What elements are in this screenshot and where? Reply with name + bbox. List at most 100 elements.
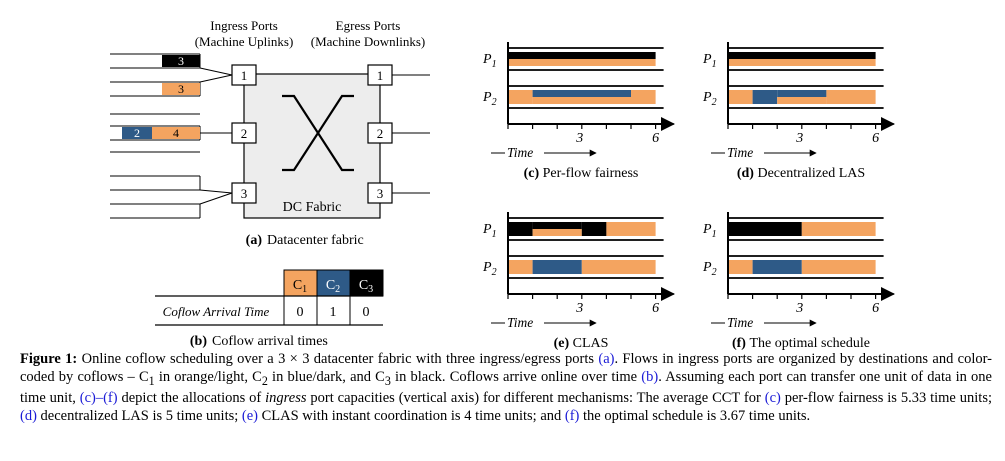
schedule-bar-c2-flow (752, 260, 802, 274)
schedule-bar-c2-flow (532, 260, 582, 274)
arrival-time-c1: 0 (297, 305, 304, 320)
x-tick-label-6: 6 (652, 131, 659, 146)
schedule-bar-c1-flow (777, 97, 827, 104)
port-label-p2: P2 (482, 90, 497, 108)
schedule-bar-c1-flow (508, 260, 533, 274)
panel-b-arrival-table: C1 C2 C3 Coflow Arrival Time 0 1 0 (b) C… (155, 269, 384, 349)
ref-f-link[interactable]: (f) (564, 407, 580, 424)
schedule-bar-c2-flow (532, 90, 631, 97)
ref-a-link[interactable]: (a) (598, 351, 615, 367)
ingress-port-1-queues: 3 3 (110, 53, 233, 97)
ref-e-link[interactable]: (e) (241, 407, 258, 424)
schedule-bar-c3-flow (532, 222, 582, 229)
queue-block-c1 (162, 83, 200, 95)
ingress-port-1: 1 (231, 64, 257, 86)
ref-d-link[interactable]: (d) (20, 407, 37, 424)
x-tick-label-3: 3 (575, 301, 583, 316)
port-label-p1: P1 (702, 52, 717, 70)
schedule-bar-c1-flow (801, 260, 876, 274)
schedule-bar-c1-flow (728, 260, 753, 274)
arrival-row-label: Coflow Arrival Time (163, 304, 270, 319)
schedule-bar-c3-flow (508, 52, 656, 59)
time-axis-label: Time (507, 145, 533, 160)
panel-d-decentralized-las: P1 P2 3 6 Time (d) Decentralized LAS (702, 42, 896, 181)
coflow-c1-label: C1 (293, 278, 307, 295)
schedule-bar-c3-flow (508, 222, 533, 236)
egress-port-3: 3 (367, 182, 430, 204)
time-axis-label: Time (727, 145, 753, 160)
schedule-bar-c3-flow (728, 52, 876, 59)
x-tick-label-6: 6 (872, 301, 879, 316)
schedule-bar-c1-flow (631, 90, 656, 104)
x-tick-label-6: 6 (652, 301, 659, 316)
schedule-bar-c1-flow (508, 90, 533, 104)
subcaption-e: (e) CLAS (554, 336, 609, 350)
schedule-bar-c1-flow (532, 97, 631, 104)
ref-c-link[interactable]: (c) (764, 390, 781, 407)
schedule-bar-c3-flow (581, 222, 607, 236)
fabric-label: DC Fabric (283, 200, 342, 215)
x-tick-label-3: 3 (795, 131, 803, 146)
subcaption-f: (f) The optimal schedule (732, 336, 870, 350)
x-tick-label-3: 3 (795, 301, 803, 316)
subcaption-c: (c) Per-flow fairness (524, 166, 639, 181)
schedule-bar-c1-flow (581, 260, 656, 274)
caption-label: Figure 1: (20, 351, 78, 367)
schedule-bar-c1-flow (508, 59, 656, 66)
figure-caption: Figure 1: Online coflow scheduling over … (20, 351, 993, 424)
queue-label-3-orange: 3 (178, 82, 184, 96)
ingress-port-2-queues: 2 4 (110, 113, 232, 153)
svg-text:2: 2 (241, 126, 248, 141)
schedule-bar-c1-flow (728, 59, 876, 66)
schedule-bar-c1-flow (826, 90, 876, 104)
schedule-bar-c2-flow (777, 90, 827, 97)
coflow-c3-label: C3 (359, 278, 373, 295)
schedule-bar-c2-flow (752, 90, 778, 104)
figure-1: Ingress Ports (Machine Uplinks) Egress P… (110, 18, 896, 350)
queue-label-3-black: 3 (178, 54, 184, 68)
svg-text:3: 3 (241, 186, 248, 201)
ref-cf-link[interactable]: (c)–(f) (79, 390, 118, 407)
panel-f-optimal-schedule: P1 P2 3 6 Time (f) The optimal schedule (702, 212, 896, 350)
coflow-header-c3 (349, 269, 384, 297)
svg-text:3: 3 (377, 186, 384, 201)
time-axis-label: Time (507, 315, 533, 330)
schedule-bar-c1-flow (728, 90, 753, 104)
subcaption-b: (b) Coflow arrival times (190, 334, 328, 349)
svg-text:1: 1 (241, 68, 248, 83)
port-label-p1: P1 (482, 222, 497, 240)
svg-text:1: 1 (377, 68, 384, 83)
subcaption-a: (a) Datacenter fabric (246, 233, 364, 248)
egress-title: Egress Ports (336, 18, 401, 33)
time-axis-label: Time (727, 315, 753, 330)
panel-e-clas: P1 P2 3 6 Time (e) CLAS (482, 212, 676, 350)
schedule-bar-c1-flow (532, 229, 582, 236)
ingress-port-2: 2 (231, 122, 257, 144)
ingress-title: Ingress Ports (210, 18, 278, 33)
egress-subtitle: (Machine Downlinks) (311, 34, 425, 49)
x-tick-label-6: 6 (872, 131, 879, 146)
subcaption-d: (d) Decentralized LAS (737, 166, 865, 181)
queue-block-c1 (152, 127, 200, 139)
panel-c-per-flow-fairness: P1 P2 3 6 Time (c) Per-flow fairness (482, 42, 676, 181)
queue-block-c3 (162, 55, 200, 67)
dc-fabric-box (243, 73, 381, 219)
schedule-bar-c3-flow (728, 222, 802, 236)
arrival-time-c2: 1 (330, 305, 337, 320)
svg-text:Datacenter fabric: Datacenter fabric (267, 233, 364, 248)
x-tick-label-3: 3 (575, 131, 583, 146)
queue-label-4-orange: 4 (173, 126, 179, 140)
svg-text:2: 2 (377, 126, 384, 141)
egress-port-1: 1 (367, 64, 430, 86)
queue-label-2-blue: 2 (134, 126, 140, 140)
coflow-c2-label: C2 (326, 278, 340, 295)
egress-port-2: 2 (367, 122, 430, 144)
port-label-p2: P2 (702, 260, 717, 278)
ingress-port-3: 3 (231, 182, 257, 204)
arrival-time-c3: 0 (363, 305, 370, 320)
panel-a-datacenter-fabric: Ingress Ports (Machine Uplinks) Egress P… (110, 18, 430, 248)
ref-b-link[interactable]: (b) (641, 368, 659, 385)
schedule-bar-c1-flow (801, 222, 876, 236)
ingress-subtitle: (Machine Uplinks) (195, 34, 294, 49)
port-label-p2: P2 (702, 90, 717, 108)
